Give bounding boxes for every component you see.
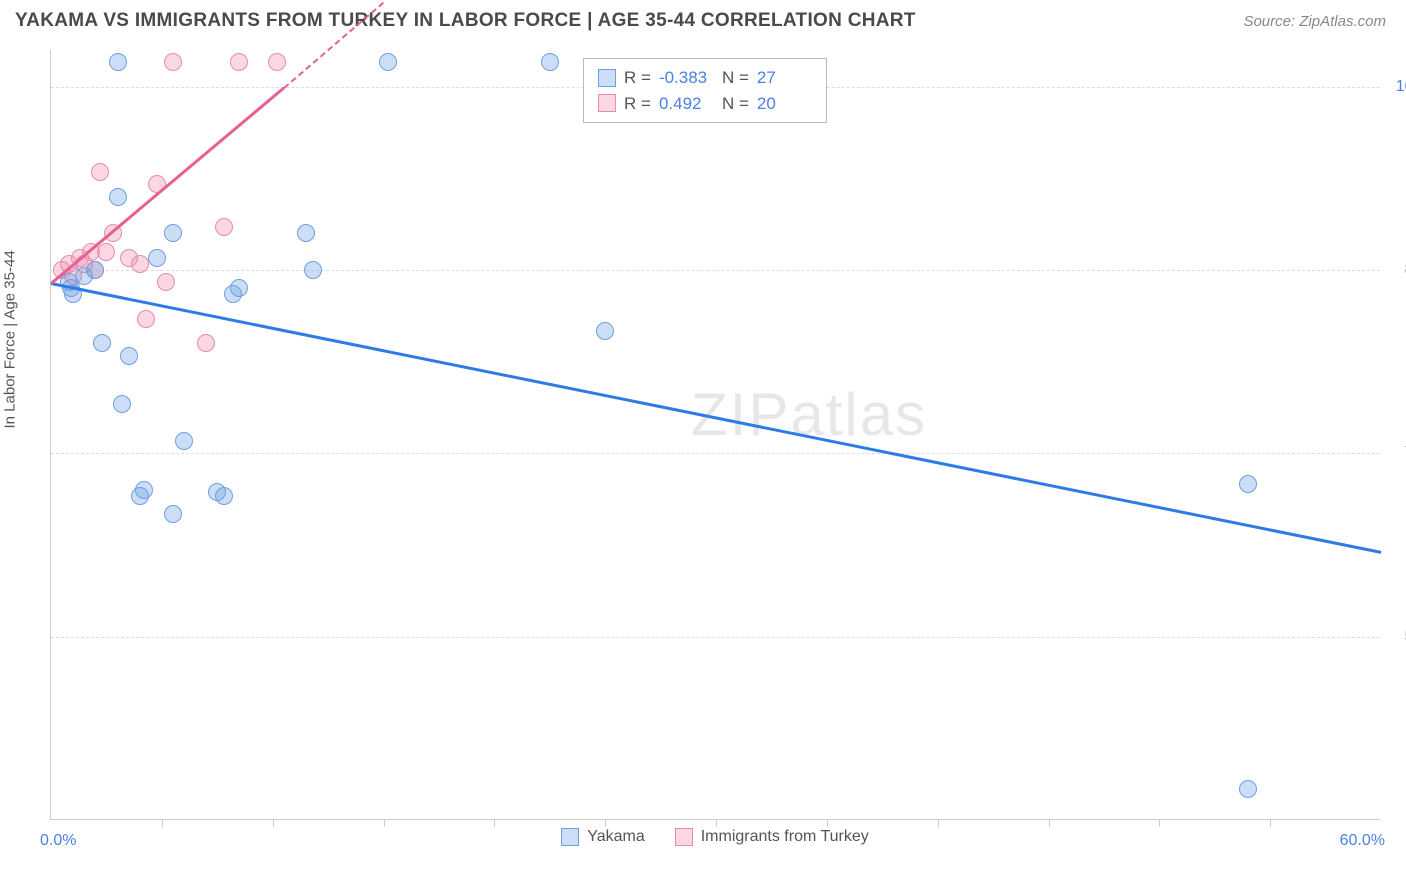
data-point-yakama — [120, 347, 138, 365]
trend-line-turkey — [50, 87, 284, 284]
x-tick — [605, 819, 606, 827]
chart-header: YAKAMA VS IMMIGRANTS FROM TURKEY IN LABO… — [0, 0, 1406, 32]
n-value: 20 — [757, 91, 812, 117]
data-point-turkey — [157, 273, 175, 291]
y-tick-label: 55.0% — [1390, 628, 1406, 646]
data-point-turkey — [97, 243, 115, 261]
data-point-yakama — [148, 249, 166, 267]
data-point-yakama — [93, 334, 111, 352]
x-tick — [384, 819, 385, 827]
r-value: -0.383 — [659, 65, 714, 91]
r-label: R = — [624, 91, 651, 117]
x-tick — [1159, 819, 1160, 827]
gridline — [51, 637, 1380, 638]
y-tick-label: 100.0% — [1390, 78, 1406, 96]
r-value: 0.492 — [659, 91, 714, 117]
correlation-stats-box: R = -0.383 N = 27 R = 0.492 N = 20 — [583, 58, 827, 123]
legend-swatch — [598, 94, 616, 112]
gridline — [51, 453, 1380, 454]
data-point-turkey — [197, 334, 215, 352]
data-point-turkey — [164, 53, 182, 71]
legend-swatch — [598, 69, 616, 87]
scatter-chart: ZIPatlas 100.0%85.0%70.0%55.0%R =-0.383N… — [50, 50, 1380, 820]
x-tick — [938, 819, 939, 827]
r-label: R = — [624, 65, 651, 91]
data-point-yakama — [86, 261, 104, 279]
data-point-yakama — [379, 53, 397, 71]
data-point-yakama — [297, 224, 315, 242]
data-point-turkey — [131, 255, 149, 273]
y-tick-label: 85.0% — [1390, 261, 1406, 279]
data-point-turkey — [268, 53, 286, 71]
n-label: N = — [722, 65, 749, 91]
chart-legend: Yakama Immigrants from Turkey — [50, 828, 1380, 846]
x-tick — [494, 819, 495, 827]
data-point-yakama — [135, 481, 153, 499]
data-point-yakama — [109, 188, 127, 206]
trend-line-yakama — [51, 282, 1381, 553]
data-point-yakama — [1239, 780, 1257, 798]
chart-title: YAKAMA VS IMMIGRANTS FROM TURKEY IN LABO… — [15, 10, 916, 32]
data-point-yakama — [230, 279, 248, 297]
legend-label: Yakama — [587, 828, 645, 846]
source-attribution: Source: ZipAtlas.com — [1243, 13, 1386, 30]
legend-label: Immigrants from Turkey — [701, 828, 869, 846]
data-point-turkey — [215, 218, 233, 236]
data-point-yakama — [1239, 475, 1257, 493]
x-tick — [716, 819, 717, 827]
legend-item: Immigrants from Turkey — [675, 828, 869, 846]
data-point-yakama — [113, 395, 131, 413]
data-point-turkey — [230, 53, 248, 71]
data-point-yakama — [109, 53, 127, 71]
data-point-yakama — [596, 322, 614, 340]
data-point-yakama — [215, 487, 233, 505]
legend-swatch — [675, 828, 693, 846]
data-point-yakama — [164, 505, 182, 523]
x-tick — [1049, 819, 1050, 827]
n-label: N = — [722, 91, 749, 117]
data-point-yakama — [541, 53, 559, 71]
gridline — [51, 270, 1380, 271]
n-value: 27 — [757, 65, 812, 91]
data-point-turkey — [137, 310, 155, 328]
data-point-yakama — [175, 432, 193, 450]
stats-row: R = -0.383 N = 27 — [598, 65, 812, 91]
legend-item: Yakama — [561, 828, 645, 846]
legend-swatch — [561, 828, 579, 846]
x-tick — [1270, 819, 1271, 827]
watermark: ZIPatlas — [691, 380, 927, 449]
data-point-turkey — [91, 163, 109, 181]
data-point-yakama — [304, 261, 322, 279]
stats-row: R = 0.492 N = 20 — [598, 91, 812, 117]
x-tick — [827, 819, 828, 827]
data-point-yakama — [164, 224, 182, 242]
y-tick-label: 70.0% — [1390, 444, 1406, 462]
x-tick — [162, 819, 163, 827]
x-tick — [273, 819, 274, 827]
y-axis-title: In Labor Force | Age 35-44 — [2, 250, 19, 428]
